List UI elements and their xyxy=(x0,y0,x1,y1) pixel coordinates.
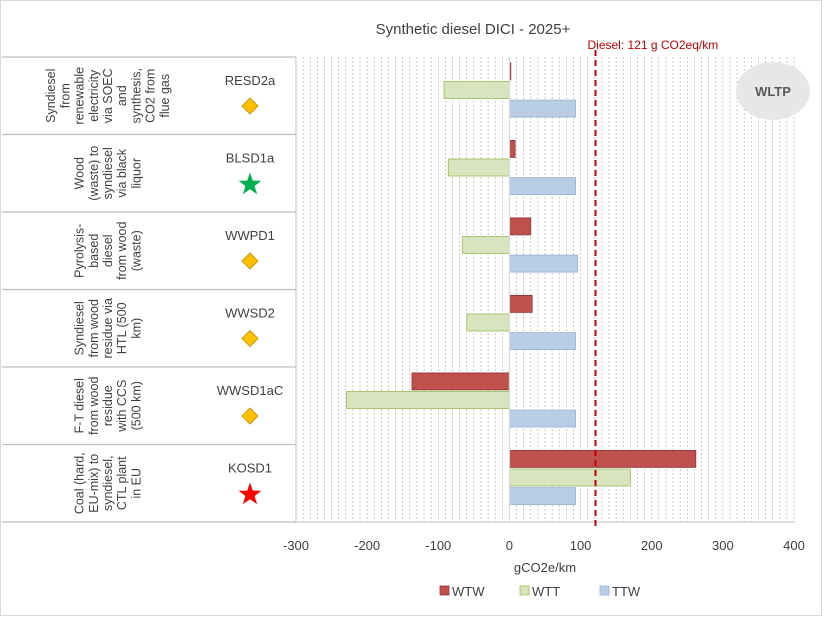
pathway-description-line: in EU xyxy=(129,468,143,499)
wltp-badge-group: WLTP xyxy=(736,62,810,120)
bar-ttw xyxy=(509,487,576,506)
pathway-description-line: renewable xyxy=(73,67,87,125)
pathway-description-line: Wood xyxy=(73,157,87,189)
pathway-description-line: CTL plant xyxy=(115,456,129,510)
x-axis: -300 -200 -100 0 100 200 300 400 xyxy=(283,538,805,553)
wltp-badge-label: WLTP xyxy=(755,84,791,99)
pathway-description-line: based xyxy=(87,234,101,268)
pathway-description-line: synthesis, xyxy=(129,68,143,124)
pathway-code: WWSD1aC xyxy=(217,383,283,398)
pathway-description-line: from wood xyxy=(87,299,101,357)
x-tick-label: 100 xyxy=(570,538,592,553)
row-separators xyxy=(2,56,794,523)
x-tick-label: -200 xyxy=(354,538,380,553)
pathway-description-line: and xyxy=(115,85,129,106)
star-marker-icon xyxy=(238,172,262,195)
bar-wtt xyxy=(443,81,510,99)
pathway-code: RESD2a xyxy=(225,73,276,88)
chart-title: Synthetic diesel DICI - 2025+ xyxy=(376,21,571,38)
x-tick-label: -300 xyxy=(283,538,309,553)
pathway-description-line: F-T diesel xyxy=(73,378,87,433)
chart-border xyxy=(0,0,822,616)
bar-wtw xyxy=(509,217,532,236)
star-marker-icon xyxy=(238,482,262,505)
pathway-description-line: Syndiesel xyxy=(44,69,58,123)
pathway-description-line: (waste) xyxy=(129,230,143,271)
pathway-code: WWPD1 xyxy=(225,228,275,243)
bar-ttw xyxy=(509,99,576,118)
pathway-description-line: via black xyxy=(115,148,129,197)
legend-swatch-ttw xyxy=(599,585,610,596)
pathway-description-line: from wood xyxy=(115,222,129,280)
pathway-description-line: (500 km) xyxy=(129,381,143,430)
legend-label-wtt: WTT xyxy=(532,584,560,599)
gridlines xyxy=(295,57,795,522)
pathway-code: KOSD1 xyxy=(228,461,272,476)
reference-line-label: Diesel: 121 g CO2eq/km xyxy=(588,38,719,52)
pathway-description-line: syndiesel xyxy=(101,147,115,199)
bar-wtt xyxy=(509,468,631,487)
pathway-description-line: Pyrolysis- xyxy=(73,224,87,278)
bar-ttw xyxy=(509,177,576,196)
x-tick-label: -100 xyxy=(425,538,451,553)
pathway-description-line: Coal (hard, xyxy=(73,452,87,514)
bar-ttw xyxy=(509,254,579,273)
legend: WTW WTT TTW xyxy=(439,584,641,599)
bar-wtw xyxy=(411,372,510,391)
pathway-description-line: km) xyxy=(129,318,143,339)
bar-wtt xyxy=(346,391,510,409)
pathway-code: BLSD1a xyxy=(226,151,275,166)
x-tick-label: 300 xyxy=(712,538,734,553)
bar-ttw xyxy=(509,332,576,351)
pathway-description-line: Syndiesel xyxy=(73,301,87,355)
pathway-description-line: via SOEC xyxy=(101,68,115,123)
pathway-description-line: liquor xyxy=(129,158,143,189)
x-tick-label: 400 xyxy=(783,538,805,553)
x-tick-label: 200 xyxy=(641,538,663,553)
pathway-description-line: flue gas xyxy=(158,74,172,118)
bar-wtt xyxy=(447,158,510,177)
diamond-marker-icon xyxy=(241,407,259,425)
wltp-badge xyxy=(736,62,810,120)
bar-ttw xyxy=(509,409,576,428)
pathway-description-line: syndiesel, xyxy=(101,455,115,511)
pathway-description-line: EU-mix) to xyxy=(87,454,101,513)
x-tick-label: 0 xyxy=(506,538,513,553)
legend-label-wtw: WTW xyxy=(452,584,485,599)
pathway-description-line: residue xyxy=(101,385,115,426)
pathway-description-line: HTL (500 xyxy=(115,302,129,354)
pathway-description-line: electricity xyxy=(87,69,101,122)
reference-line-group: Diesel: 121 g CO2eq/km xyxy=(588,38,719,528)
pathway-description-line: (waste) to xyxy=(87,146,101,201)
pathway-description-line: from wood xyxy=(87,377,101,435)
bar-wtt xyxy=(466,313,510,332)
pathway-description-line: CO2 from xyxy=(144,69,158,123)
pathway-description-line: with CCS xyxy=(115,380,129,433)
pathway-labels: Syndiesel from renewable electricity via SOE… xyxy=(44,67,283,514)
x-axis-label: gCO2e/km xyxy=(514,560,576,575)
pathway-description-line: from xyxy=(58,83,72,108)
legend-label-ttw: TTW xyxy=(612,584,641,599)
diamond-marker-icon xyxy=(241,97,259,115)
diamond-marker-icon xyxy=(241,329,259,348)
bar-wtw xyxy=(509,139,516,158)
bars xyxy=(346,57,697,522)
pathway-description-line: diesel xyxy=(101,234,115,267)
pathway-code: WWSD2 xyxy=(225,306,275,321)
bar-wtw xyxy=(509,294,533,313)
legend-swatch-wtw xyxy=(439,585,450,596)
bar-wtw xyxy=(509,449,697,468)
pathway-description-line: residue via xyxy=(101,298,115,358)
diamond-marker-icon xyxy=(241,252,259,270)
bar-wtt xyxy=(462,236,510,254)
legend-swatch-wtt xyxy=(519,585,530,596)
